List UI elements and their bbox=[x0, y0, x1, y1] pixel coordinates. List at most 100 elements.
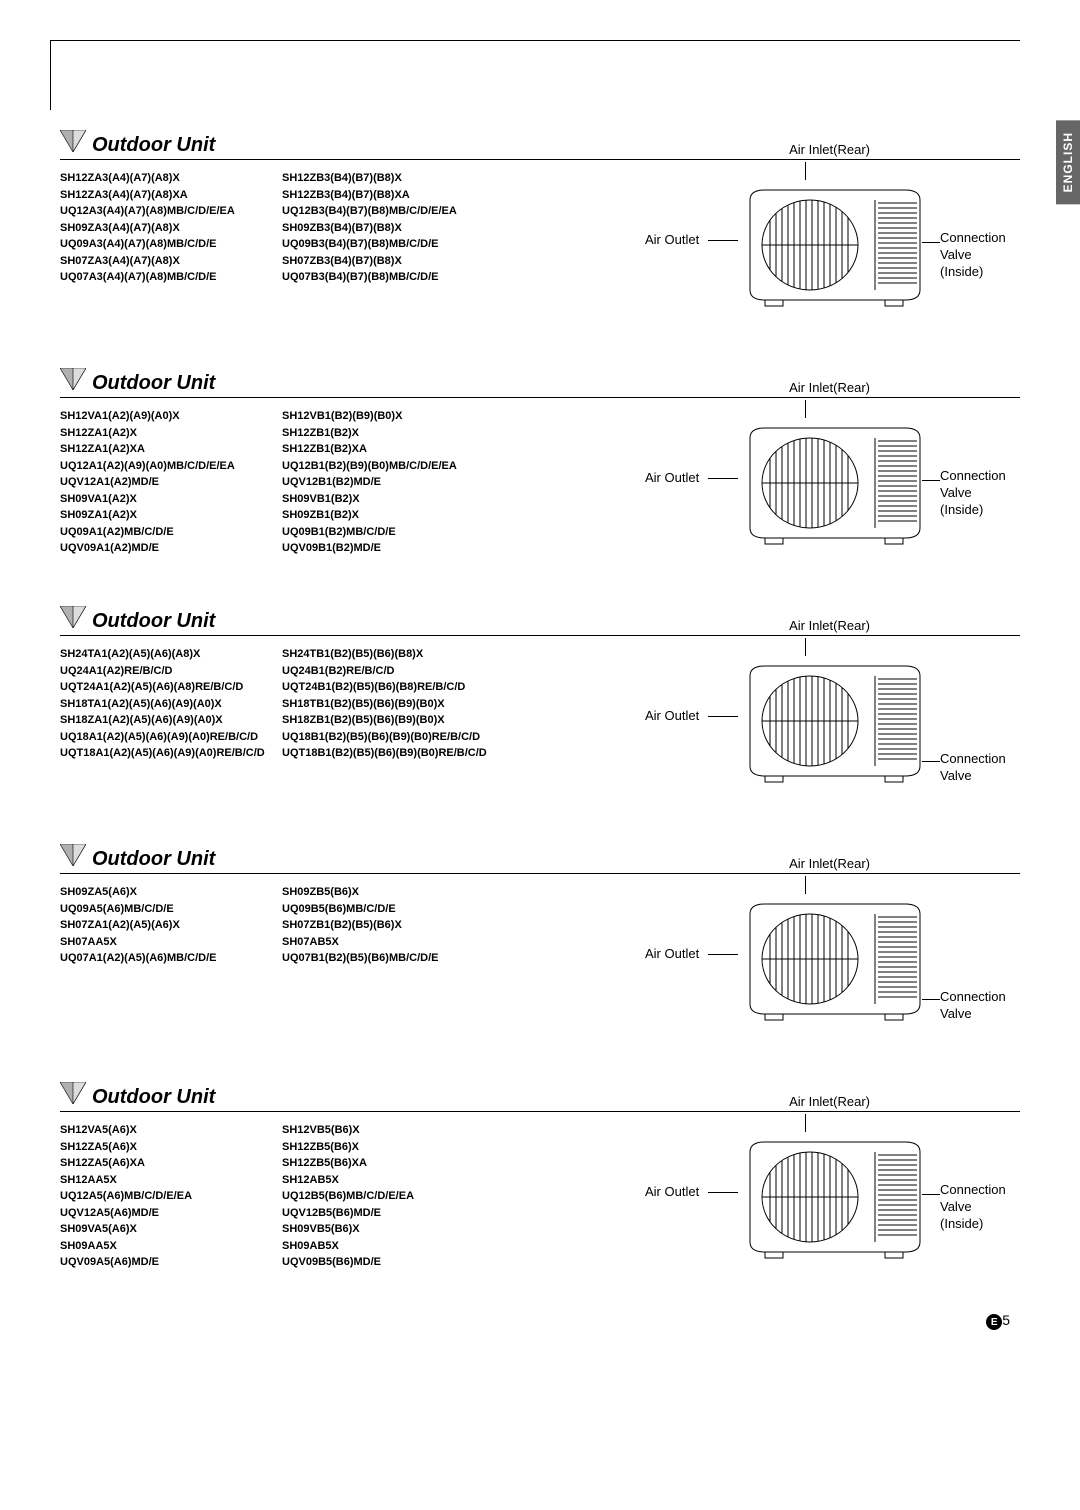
model-number: SH07AA5X bbox=[60, 934, 270, 951]
section-title: Outdoor Unit bbox=[92, 372, 215, 395]
model-number: UQ24B1(B2)RE/B/C/D bbox=[282, 663, 492, 680]
model-number: UQ07A1(A2)(A5)(A6)MB/C/D/E bbox=[60, 950, 270, 967]
model-number: UQ09A1(A2)MB/C/D/E bbox=[60, 524, 270, 541]
model-number: UQ09B3(B4)(B7)(B8)MB/C/D/E bbox=[282, 236, 492, 253]
section-header: Outdoor Unit Air Inlet(Rear) bbox=[60, 844, 1020, 874]
connection-valve-label: ConnectionValve(Inside) bbox=[940, 468, 1006, 519]
model-number: SH12VA5(A6)X bbox=[60, 1122, 270, 1139]
air-outlet-label: Air Outlet bbox=[645, 232, 699, 247]
model-number: UQ18B1(B2)(B5)(B6)(B9)(B0)RE/B/C/D bbox=[282, 729, 492, 746]
model-column: SH24TB1(B2)(B5)(B6)(B8)XUQ24B1(B2)RE/B/C… bbox=[282, 646, 492, 826]
model-number: SH12ZB1(B2)X bbox=[282, 425, 492, 442]
section-header: Outdoor Unit Air Inlet(Rear) bbox=[60, 1082, 1020, 1112]
model-number: SH12ZB1(B2)XA bbox=[282, 441, 492, 458]
model-number: SH12ZB5(B6)XA bbox=[282, 1155, 492, 1172]
model-number: SH12VB1(B2)(B9)(B0)X bbox=[282, 408, 492, 425]
air-outlet-label: Air Outlet bbox=[645, 946, 699, 961]
model-number: SH09AB5X bbox=[282, 1238, 492, 1255]
model-number: SH12VA1(A2)(A9)(A0)X bbox=[60, 408, 270, 425]
section-title: Outdoor Unit bbox=[92, 848, 215, 871]
model-number: UQT18B1(B2)(B5)(B6)(B9)(B0)RE/B/C/D bbox=[282, 745, 492, 762]
model-number: SH07AB5X bbox=[282, 934, 492, 951]
model-column: SH12ZA3(A4)(A7)(A8)XSH12ZA3(A4)(A7)(A8)X… bbox=[60, 170, 270, 350]
language-tab: ENGLISH bbox=[1056, 120, 1080, 204]
model-number: UQV09B5(B6)MD/E bbox=[282, 1254, 492, 1271]
model-number: UQ09B5(B6)MB/C/D/E bbox=[282, 901, 492, 918]
model-number: SH07ZA1(A2)(A5)(A6)X bbox=[60, 917, 270, 934]
model-number: SH24TB1(B2)(B5)(B6)(B8)X bbox=[282, 646, 492, 663]
air-inlet-label: Air Inlet(Rear) bbox=[789, 856, 870, 871]
model-number: UQ24A1(A2)RE/B/C/D bbox=[60, 663, 270, 680]
model-number: UQV09A1(A2)MD/E bbox=[60, 540, 270, 557]
model-column: SH09ZA5(A6)XUQ09A5(A6)MB/C/D/ESH07ZA1(A2… bbox=[60, 884, 270, 1064]
air-inlet-label: Air Inlet(Rear) bbox=[789, 1094, 870, 1109]
section-header: Outdoor Unit Air Inlet(Rear) bbox=[60, 130, 1020, 160]
model-number: UQV09A5(A6)MD/E bbox=[60, 1254, 270, 1271]
model-number: SH07ZB3(B4)(B7)(B8)X bbox=[282, 253, 492, 270]
outdoor-unit-section: Outdoor Unit Air Inlet(Rear) SH09ZA5(A6)XU… bbox=[60, 844, 1020, 1064]
triangle-icon bbox=[60, 368, 86, 395]
diagram-area: Air Outlet ConnectionValve(Inside) bbox=[640, 1122, 1020, 1302]
section-body: SH12VA5(A6)XSH12ZA5(A6)XSH12ZA5(A6)XASH1… bbox=[60, 1122, 1020, 1302]
air-outlet-label: Air Outlet bbox=[645, 708, 699, 723]
model-number: SH12AA5X bbox=[60, 1172, 270, 1189]
triangle-icon bbox=[60, 1082, 86, 1109]
model-number: SH12ZA5(A6)X bbox=[60, 1139, 270, 1156]
diagram-area: Air Outlet ConnectionValve(Inside) bbox=[640, 170, 1020, 350]
model-number: UQ12A5(A6)MB/C/D/E/EA bbox=[60, 1188, 270, 1205]
section-title: Outdoor Unit bbox=[92, 1086, 215, 1109]
model-number: UQ07B1(B2)(B5)(B6)MB/C/D/E bbox=[282, 950, 492, 967]
section-body: SH12VA1(A2)(A9)(A0)XSH12ZA1(A2)XSH12ZA1(… bbox=[60, 408, 1020, 588]
model-column: SH12VB1(B2)(B9)(B0)XSH12ZB1(B2)XSH12ZB1(… bbox=[282, 408, 492, 588]
connection-valve-label: ConnectionValve(Inside) bbox=[940, 1182, 1006, 1233]
model-number: SH09VB1(B2)X bbox=[282, 491, 492, 508]
model-columns: SH12VA1(A2)(A9)(A0)XSH12ZA1(A2)XSH12ZA1(… bbox=[60, 408, 640, 588]
model-number: SH09VB5(B6)X bbox=[282, 1221, 492, 1238]
model-number: SH12ZA3(A4)(A7)(A8)X bbox=[60, 170, 270, 187]
model-number: SH09ZB1(B2)X bbox=[282, 507, 492, 524]
outdoor-unit-illustration bbox=[735, 175, 935, 318]
air-inlet-label: Air Inlet(Rear) bbox=[789, 618, 870, 633]
model-number: UQV12A1(A2)MD/E bbox=[60, 474, 270, 491]
air-outlet-label: Air Outlet bbox=[645, 470, 699, 485]
model-number: UQV12B1(B2)MD/E bbox=[282, 474, 492, 491]
model-column: SH24TA1(A2)(A5)(A6)(A8)XUQ24A1(A2)RE/B/C… bbox=[60, 646, 270, 826]
model-number: UQT18A1(A2)(A5)(A6)(A9)(A0)RE/B/C/D bbox=[60, 745, 270, 762]
section-body: SH12ZA3(A4)(A7)(A8)XSH12ZA3(A4)(A7)(A8)X… bbox=[60, 170, 1020, 350]
connection-valve-label: ConnectionValve(Inside) bbox=[940, 230, 1006, 281]
diagram-area: Air Outlet ConnectionValve(Inside) bbox=[640, 408, 1020, 588]
section-header: Outdoor UnitAir Inlet(Rear) bbox=[60, 606, 1020, 636]
model-number: SH07ZB1(B2)(B5)(B6)X bbox=[282, 917, 492, 934]
model-columns: SH24TA1(A2)(A5)(A6)(A8)XUQ24A1(A2)RE/B/C… bbox=[60, 646, 640, 826]
model-number: SH12AB5X bbox=[282, 1172, 492, 1189]
outdoor-unit-illustration bbox=[735, 651, 935, 794]
model-number: SH12ZA3(A4)(A7)(A8)XA bbox=[60, 187, 270, 204]
model-number: SH12ZA1(A2)X bbox=[60, 425, 270, 442]
model-number: SH09ZB3(B4)(B7)(B8)X bbox=[282, 220, 492, 237]
page-number-value: 5 bbox=[1002, 1312, 1010, 1328]
model-number: UQ12A3(A4)(A7)(A8)MB/C/D/E/EA bbox=[60, 203, 270, 220]
page: ENGLISH Outdoor Unit Air Inlet(Rear) SH12Z… bbox=[0, 0, 1080, 1340]
model-number: SH24TA1(A2)(A5)(A6)(A8)X bbox=[60, 646, 270, 663]
air-outlet-label: Air Outlet bbox=[645, 1184, 699, 1199]
triangle-icon bbox=[60, 130, 86, 157]
top-rule bbox=[50, 40, 1020, 110]
model-number: SH12ZA1(A2)XA bbox=[60, 441, 270, 458]
model-number: SH18ZA1(A2)(A5)(A6)(A9)(A0)X bbox=[60, 712, 270, 729]
outdoor-unit-illustration bbox=[735, 889, 935, 1032]
model-number: SH18TB1(B2)(B5)(B6)(B9)(B0)X bbox=[282, 696, 492, 713]
triangle-icon bbox=[60, 844, 86, 871]
model-number: SH09VA1(A2)X bbox=[60, 491, 270, 508]
section-body: SH09ZA5(A6)XUQ09A5(A6)MB/C/D/ESH07ZA1(A2… bbox=[60, 884, 1020, 1064]
outdoor-unit-illustration bbox=[735, 1127, 935, 1270]
model-number: UQ07A3(A4)(A7)(A8)MB/C/D/E bbox=[60, 269, 270, 286]
model-number: UQ07B3(B4)(B7)(B8)MB/C/D/E bbox=[282, 269, 492, 286]
model-number: UQ12B1(B2)(B9)(B0)MB/C/D/E/EA bbox=[282, 458, 492, 475]
model-number: SH09AA5X bbox=[60, 1238, 270, 1255]
model-number: SH12ZB3(B4)(B7)(B8)XA bbox=[282, 187, 492, 204]
air-inlet-label: Air Inlet(Rear) bbox=[789, 142, 870, 157]
section-title: Outdoor Unit bbox=[92, 134, 215, 157]
model-number: UQT24A1(A2)(A5)(A6)(A8)RE/B/C/D bbox=[60, 679, 270, 696]
outdoor-unit-illustration bbox=[735, 413, 935, 556]
model-number: SH12ZB3(B4)(B7)(B8)X bbox=[282, 170, 492, 187]
